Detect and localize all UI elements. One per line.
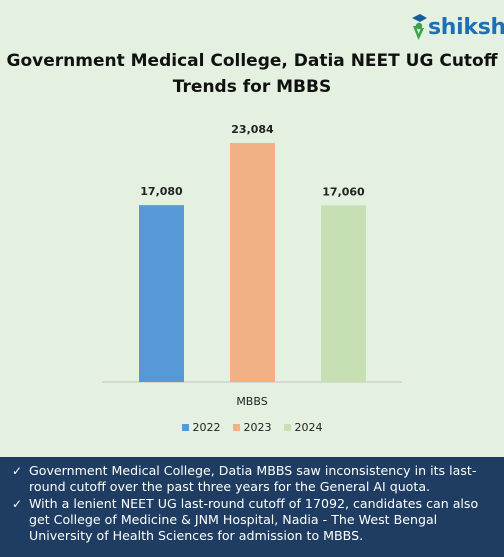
data-label-2024: 17,060 [322, 185, 365, 198]
note-item: ✓ Government Medical College, Datia MBBS… [12, 463, 496, 495]
chart-legend: 2022 2023 2024 [0, 421, 504, 434]
legend-swatch [283, 424, 291, 431]
bar-2024 [321, 205, 366, 382]
data-label-2022: 17,080 [140, 185, 183, 198]
check-mark-icon: ✓ [12, 464, 23, 478]
chart-title: Government Medical College, Datia NEET U… [0, 48, 504, 100]
check-mark-icon: ✓ [12, 497, 23, 511]
legend-item-2024: 2024 [283, 421, 323, 434]
bar-2022 [139, 205, 184, 382]
legend-label: 2024 [294, 421, 323, 434]
legend-label: 2022 [192, 421, 221, 434]
graduate-cap-logo-icon [412, 14, 427, 40]
legend-swatch [181, 424, 189, 431]
bar-2023 [230, 143, 275, 382]
legend-swatch [232, 424, 240, 431]
brand-logo: shiksha [411, 12, 504, 42]
legend-item-2023: 2023 [232, 421, 272, 434]
note-item: ✓ With a lenient NEET UG last-round cuto… [12, 496, 496, 544]
legend-label: 2023 [243, 421, 272, 434]
brand-name: shiksha [428, 14, 504, 40]
x-tick-label: MBBS [236, 395, 267, 408]
note-text: With a lenient NEET UG last-round cutoff… [29, 496, 479, 543]
notes-panel: ✓ Government Medical College, Datia MBBS… [0, 457, 504, 557]
data-label-2023: 23,084 [231, 123, 274, 136]
note-text: Government Medical College, Datia MBBS s… [29, 463, 477, 494]
bar-chart: 17,080 23,084 17,060 MBBS [102, 123, 402, 408]
chart-title-text: Government Medical College, Datia NEET U… [6, 51, 498, 97]
legend-item-2022: 2022 [181, 421, 221, 434]
